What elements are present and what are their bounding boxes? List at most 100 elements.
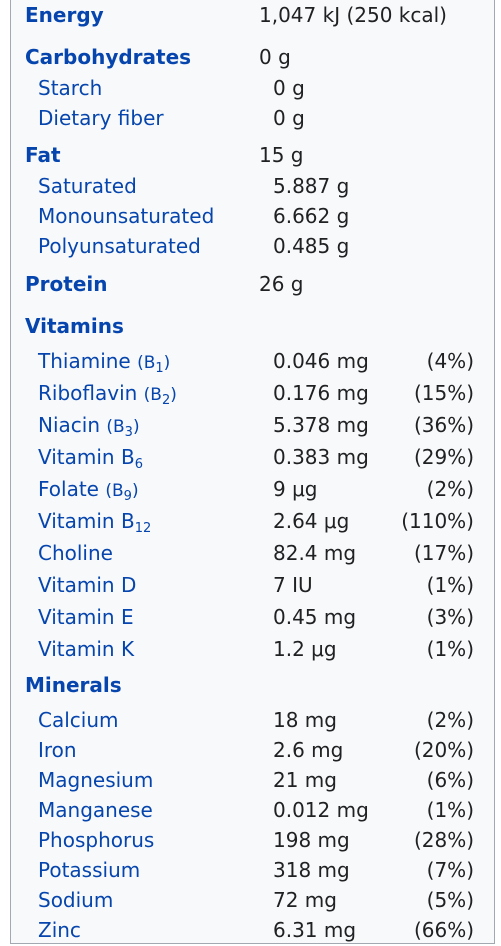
saturated-value: 5.887 g [273,174,350,198]
nutrient-subscript: 9 [123,489,132,504]
nutrient-name: Magnesium [38,768,154,792]
nutrient-sub-suffix: ) [170,385,177,405]
nutrient-value: 0.046 mg [273,349,369,373]
nutrient-name: Manganese [38,798,153,822]
energy-row: Energy 1,047 kJ (250 kcal) [11,2,494,28]
nutrient-daily-percent: (5%) [426,888,474,912]
carbohydrates-row: Carbohydrates 0 g [11,44,494,70]
nutrient-name: Zinc [38,918,81,942]
nutrient-row: Vitamin B6 0.383 mg (29%) [11,444,494,472]
nutrient-name: Thiamine [38,349,131,373]
nutrient-label[interactable]: Sodium [38,887,113,913]
polyunsaturated-value: 0.485 g [273,234,350,258]
nutrient-name: Vitamin K [38,637,135,661]
nutrient-subscript: 3 [124,425,133,440]
nutrient-value: 2.64 μg [273,509,350,533]
protein-row: Protein 26 g [11,271,494,297]
nutrient-subscript: 6 [134,457,143,472]
nutrient-label[interactable]: Vitamin E [38,604,134,630]
nutrient-row: Vitamin B12 2.64 μg (110%) [11,508,494,536]
nutrient-label[interactable]: Phosphorus [38,827,154,853]
nutrient-daily-percent: (6%) [426,768,474,792]
nutrient-daily-percent: (20%) [413,738,474,762]
nutrient-subscript: 2 [161,393,171,408]
nutrient-daily-percent: (110%) [401,509,474,533]
minerals-heading[interactable]: Minerals [25,673,122,697]
nutrition-panel: Energy 1,047 kJ (250 kcal) Carbohydrates… [10,0,495,944]
nutrient-value: 318 mg [273,858,350,882]
nutrient-label[interactable]: Riboflavin (B2) [38,380,177,408]
dietary-fiber-row: Dietary fiber 0 g [11,105,494,131]
nutrient-value: 18 mg [273,708,337,732]
nutrient-row: Zinc 6.31 mg (66%) [11,917,494,943]
nutrient-label[interactable]: Manganese [38,797,153,823]
nutrient-row: Sodium 72 mg (5%) [11,887,494,913]
nutrient-label[interactable]: Zinc [38,917,81,943]
nutrient-name: Folate [38,477,99,501]
nutrient-label[interactable]: Vitamin D [38,572,136,598]
nutrient-label[interactable]: Vitamin B6 [38,444,143,472]
nutrient-label[interactable]: Vitamin B12 [38,508,152,536]
energy-label[interactable]: Energy [25,3,104,27]
polyunsaturated-label[interactable]: Polyunsaturated [38,234,201,258]
dietary-fiber-value: 0 g [273,106,305,130]
nutrient-label[interactable]: Folate (B9) [38,476,139,504]
carbohydrates-value: 0 g [259,45,291,69]
fat-label[interactable]: Fat [25,143,61,167]
nutrient-subscript: 12 [134,521,152,536]
nutrient-sub-prefix: (B [143,385,162,405]
nutrient-daily-percent: (66%) [413,918,474,942]
nutrient-name: Riboflavin [38,381,138,405]
nutrient-value: 1.2 μg [273,637,337,661]
nutrient-row: Iron 2.6 mg (20%) [11,737,494,763]
nutrient-row: Riboflavin (B2) 0.176 mg (15%) [11,380,494,408]
nutrient-daily-percent: (1%) [426,637,474,661]
nutrient-label[interactable]: Potassium [38,857,140,883]
nutrient-name: Sodium [38,888,114,912]
nutrient-daily-percent: (1%) [426,798,474,822]
nutrient-sub-prefix: (B [105,481,124,501]
saturated-label[interactable]: Saturated [38,174,137,198]
starch-row: Starch 0 g [11,75,494,101]
carbohydrates-label[interactable]: Carbohydrates [25,45,192,69]
nutrient-value: 6.31 mg [273,918,357,942]
nutrient-label[interactable]: Choline [38,540,113,566]
nutrient-daily-percent: (2%) [426,477,474,501]
nutrient-sub-prefix: (B [137,353,156,373]
nutrient-sub-suffix: ) [132,417,140,437]
nutrient-daily-percent: (2%) [426,708,474,732]
nutrient-value: 5.378 mg [273,413,369,437]
nutrient-row: Potassium 318 mg (7%) [11,857,494,883]
nutrient-label[interactable]: Niacin (B3) [38,412,140,440]
protein-label[interactable]: Protein [25,272,108,296]
nutrient-label[interactable]: Vitamin K [38,636,134,662]
nutrient-name: Niacin [38,413,101,437]
nutrient-label[interactable]: Calcium [38,707,119,733]
nutrient-name: Vitamin B [38,509,135,533]
nutrient-name: Vitamin B [38,445,135,469]
nutrient-sub-prefix: (B [106,417,125,437]
nutrient-label[interactable]: Iron [38,737,77,763]
nutrient-sub-suffix: ) [163,353,171,373]
monounsaturated-row: Monounsaturated 6.662 g [11,203,494,229]
nutrient-value: 198 mg [273,828,350,852]
dietary-fiber-label[interactable]: Dietary fiber [38,106,164,130]
nutrient-daily-percent: (28%) [413,828,474,852]
nutrient-daily-percent: (3%) [426,605,474,629]
starch-label[interactable]: Starch [38,76,103,100]
nutrient-row: Manganese 0.012 mg (1%) [11,797,494,823]
monounsaturated-label[interactable]: Monounsaturated [38,204,215,228]
nutrient-daily-percent: (7%) [426,858,474,882]
nutrient-row: Phosphorus 198 mg (28%) [11,827,494,853]
vitamins-heading[interactable]: Vitamins [25,314,124,338]
nutrient-label[interactable]: Magnesium [38,767,153,793]
nutrient-value: 82.4 mg [273,541,357,565]
nutrient-name: Iron [38,738,77,762]
monounsaturated-value: 6.662 g [273,204,350,228]
nutrient-label[interactable]: Thiamine (B1) [38,348,170,376]
nutrient-daily-percent: (29%) [413,445,474,469]
nutrient-sub-suffix: ) [131,481,139,501]
nutrient-row: Folate (B9) 9 μg (2%) [11,476,494,504]
nutrient-value: 0.012 mg [273,798,369,822]
nutrient-value: 7 IU [273,573,313,597]
